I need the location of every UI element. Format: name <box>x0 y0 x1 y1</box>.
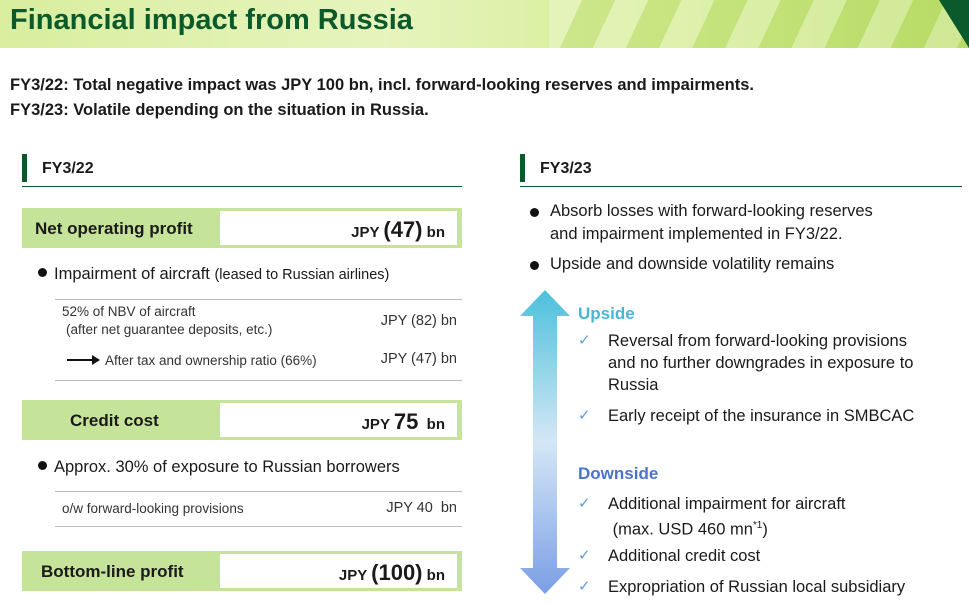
metric-label: Net operating profit <box>35 219 193 238</box>
heading-accent-bar <box>22 154 27 182</box>
aircraft-detail-table: 52% of NBV of aircraft (after net guarant… <box>55 299 462 381</box>
bullet-aircraft-impairment: Impairment of aircraft (leased to Russia… <box>38 265 389 284</box>
row-amount: JPY 40 bn <box>386 500 457 516</box>
metric-value-box: JPY (100) bn <box>220 554 457 588</box>
bullet-russian-exposure: Approx. 30% of exposure to Russian borro… <box>38 458 400 477</box>
metric-label: Credit cost <box>70 411 159 430</box>
row-label: o/w forward-looking provisions <box>62 501 244 516</box>
table-row: 52% of NBV of aircraft (after net guarant… <box>55 300 462 340</box>
metric-net-operating-profit: Net operating profit JPY (47) bn <box>22 208 462 248</box>
row-label: After tax and ownership ratio (66%) <box>67 352 317 370</box>
checkmark-icon: ✓ <box>578 578 591 595</box>
section-heading-fy23: FY3/23 <box>520 152 962 187</box>
up-down-arrow-icon <box>520 290 570 594</box>
section-heading-fy22: FY3/22 <box>22 152 462 187</box>
metric-label: Bottom-line profit <box>41 562 184 581</box>
bullet-dot <box>530 208 539 217</box>
row-label: 52% of NBV of aircraft (after net guarant… <box>62 304 273 337</box>
metric-value: JPY (100) bn <box>338 560 445 585</box>
title-decoration <box>549 0 969 48</box>
upside-heading: Upside <box>578 304 635 323</box>
summary: FY3/22: Total negative impact was JPY 10… <box>10 73 754 123</box>
title-bar: Financial impact from Russia <box>0 0 969 48</box>
metric-bottom-line-profit: Bottom-line profit JPY (100) bn <box>22 551 462 591</box>
checkmark-icon: ✓ <box>578 407 591 424</box>
metric-value-box: JPY 75 bn <box>220 403 457 437</box>
bullet-dot <box>530 261 539 270</box>
metric-value-box: JPY (47) bn <box>220 211 457 245</box>
summary-line-fy23: FY3/23: Volatile depending on the situat… <box>10 101 429 119</box>
checkmark-icon: ✓ <box>578 495 591 512</box>
table-row: After tax and ownership ratio (66%) JPY … <box>55 340 462 380</box>
metric-value: JPY 75 bn <box>361 409 445 434</box>
right-arrow-icon <box>67 355 100 365</box>
checkmark-icon: ✓ <box>578 332 591 349</box>
section-heading-label: FY3/23 <box>540 160 592 177</box>
summary-line-fy22: FY3/22: Total negative impact was JPY 10… <box>10 76 754 94</box>
bullet-dot <box>38 268 47 277</box>
page-title: Financial impact from Russia <box>10 4 413 36</box>
bullet-dot <box>38 461 47 470</box>
metric-credit-cost: Credit cost JPY 75 bn <box>22 400 462 440</box>
heading-accent-bar <box>520 154 525 182</box>
row-amount: JPY (82) bn <box>380 313 457 329</box>
table-row: o/w forward-looking provisions JPY 40 bn <box>55 492 462 526</box>
metric-value: JPY (47) bn <box>351 217 445 242</box>
row-amount: JPY (47) bn <box>380 351 457 367</box>
checkmark-icon: ✓ <box>578 547 591 564</box>
section-heading-label: FY3/22 <box>42 160 94 177</box>
title-corner-accent <box>939 0 969 48</box>
provision-detail-table: o/w forward-looking provisions JPY 40 bn <box>55 491 462 527</box>
downside-heading: Downside <box>578 464 659 483</box>
